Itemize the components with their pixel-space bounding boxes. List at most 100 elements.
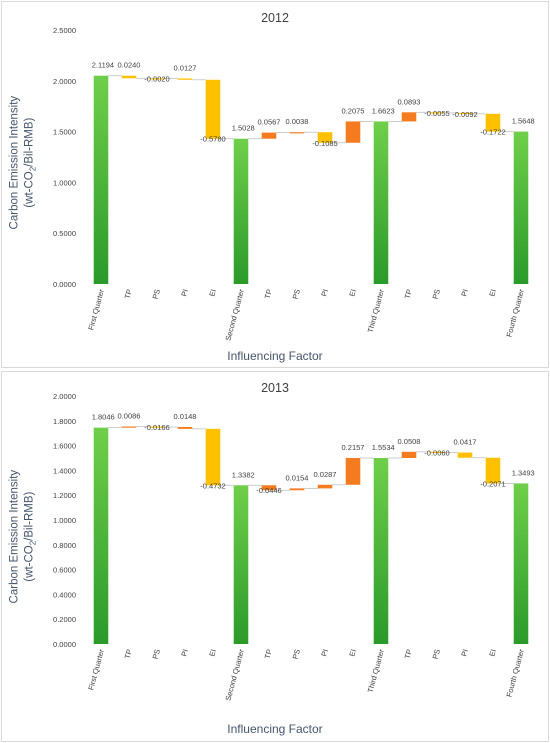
x-tick-label: PS — [151, 288, 162, 300]
y-tick-label: 1.5000 — [53, 128, 76, 137]
y-tick-label: 2.5000 — [53, 26, 76, 35]
y-tick-label: 0.0000 — [53, 640, 76, 649]
chart-panel-2012: 2012 0.0000 0.5000 1.0000 1.5000 2.0000 2.500… — [1, 1, 549, 368]
data-label: 0.0148 — [174, 412, 197, 421]
total-bar — [93, 75, 109, 284]
change-bar — [121, 426, 137, 428]
data-label: 0.0038 — [286, 117, 309, 126]
y-tick-label: 2.0000 — [53, 77, 76, 86]
total-bar — [373, 121, 389, 284]
change-bar — [457, 112, 473, 115]
x-tick-label: Third Quarter — [366, 288, 386, 334]
x-tick-label: PI — [179, 648, 190, 657]
y-axis-title-line1: Carbon Emission Intensity — [8, 469, 21, 604]
change-bar — [401, 451, 417, 458]
change-bar — [345, 458, 361, 485]
x-tick-label: EI — [347, 648, 358, 657]
data-label: 2.1194 — [92, 61, 114, 70]
y-axis-title-line1: Carbon Emission Intensity — [8, 95, 21, 230]
data-label: 0.2075 — [342, 106, 365, 115]
y-axis-title: Carbon Emission Intensity (wt-CO2/Bil-RM… — [7, 63, 40, 263]
x-tick-label: Third Quarter — [366, 648, 386, 694]
y-tick-label: 0.8000 — [53, 541, 76, 550]
chart-title: 2012 — [261, 11, 289, 25]
y-tick-label: 1.6000 — [53, 442, 76, 451]
change-bar — [401, 112, 417, 122]
x-tick-label: TP — [123, 648, 134, 660]
y-tick-label: 1.8000 — [53, 417, 76, 426]
change-bar — [317, 484, 333, 489]
data-label: 0.0086 — [118, 412, 141, 421]
y-axis-title-line2: (wt-CO2/Bil-RMB) — [23, 491, 38, 582]
x-tick-label: Fourth Quarter — [505, 648, 527, 698]
change-bar — [485, 113, 501, 132]
x-tick-label: EI — [207, 648, 218, 657]
data-label: -0.2071 — [480, 479, 505, 488]
change-bar — [429, 451, 445, 453]
x-tick-label: Second Quarter — [224, 288, 247, 342]
y-tick-label: 0.5000 — [53, 229, 76, 238]
x-tick-label: PI — [179, 288, 190, 297]
data-label: -0.5780 — [200, 135, 225, 144]
data-label: -0.4732 — [200, 481, 225, 490]
change-bar — [289, 132, 305, 134]
data-label: 0.0154 — [286, 473, 309, 482]
x-tick-label: PI — [459, 648, 470, 657]
total-bar — [233, 138, 249, 284]
change-bar — [317, 132, 333, 143]
change-bar — [205, 428, 221, 486]
change-bar — [149, 426, 165, 428]
x-tick-label: PI — [319, 288, 330, 297]
y-tick-label: 0.6000 — [53, 566, 76, 575]
data-label: 0.0567 — [258, 118, 281, 127]
change-bar — [177, 78, 193, 80]
x-tick-label: PS — [291, 648, 302, 660]
data-label: -0.0055 — [424, 109, 449, 118]
data-label: -0.1722 — [480, 128, 505, 137]
data-label: 1.8046 — [92, 413, 115, 422]
y-tick-label: 1.0000 — [53, 516, 76, 525]
change-bar — [261, 132, 277, 139]
change-bar — [429, 112, 445, 114]
data-label: -0.0092 — [452, 110, 477, 119]
y-tick-label: 2.0000 — [53, 392, 76, 401]
x-tick-label: PS — [151, 648, 162, 660]
total-bar — [513, 483, 529, 644]
x-tick-label: PI — [459, 288, 470, 297]
x-tick-label: PS — [431, 648, 442, 660]
change-bar — [177, 427, 193, 429]
x-tick-label: EI — [207, 288, 218, 297]
change-bar — [261, 485, 277, 491]
data-label: 0.0287 — [314, 470, 337, 479]
x-tick-label: PS — [291, 288, 302, 300]
data-label: 1.5534 — [372, 443, 395, 452]
chart-2012-plot: 0.0000 0.5000 1.0000 1.5000 2.0000 2.5000 2.11… — [53, 26, 535, 342]
change-bar — [485, 457, 501, 484]
y-tick-label: 0.2000 — [53, 615, 76, 624]
y-tick-label: 1.2000 — [53, 491, 76, 500]
change-bar — [289, 488, 305, 491]
change-bar — [205, 79, 221, 139]
x-tick-label: EI — [487, 288, 498, 297]
data-label: -0.0060 — [424, 449, 449, 458]
y-tick-label: 1.4000 — [53, 466, 76, 475]
data-label: -0.1085 — [312, 139, 337, 148]
data-label: 1.6623 — [372, 106, 395, 115]
x-axis-title: Influencing Factor — [227, 349, 323, 363]
x-tick-label: TP — [263, 288, 274, 300]
x-tick-label: TP — [123, 288, 134, 300]
x-tick-label: First Quarter — [86, 288, 106, 331]
total-bar — [233, 485, 249, 644]
chart-panel-2013: 2013 0.0000 0.2000 0.4000 0.6000 0.8000 1.000… — [1, 371, 549, 742]
data-label: 0.2157 — [342, 443, 365, 452]
x-axis-title: Influencing Factor — [227, 722, 323, 736]
data-label: -0.0446 — [256, 486, 281, 495]
total-bar — [373, 458, 389, 644]
y-tick-label: 1.0000 — [53, 178, 76, 187]
data-label: -0.0166 — [144, 423, 169, 432]
x-tick-label: PI — [319, 648, 330, 657]
data-label: 0.0127 — [174, 63, 197, 72]
chart-title: 2013 — [261, 381, 289, 395]
x-tick-label: Fourth Quarter — [505, 288, 527, 338]
x-tick-label: First Quarter — [86, 648, 106, 691]
